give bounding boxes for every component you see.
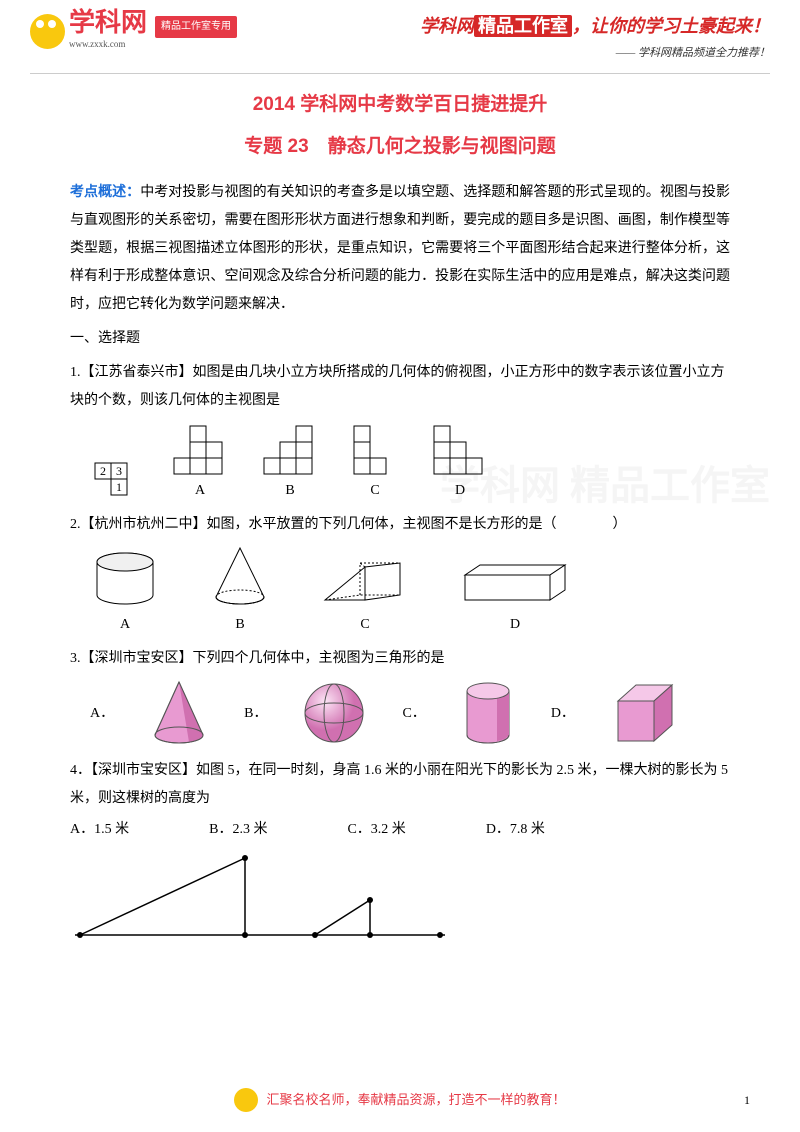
q1-opt-b-icon [260,421,320,476]
q2-label-c: C [360,612,369,637]
question-1: 1.【江苏省泰兴市】如图是由几块小立方块所搭成的几何体的俯视图，小正方形中的数字… [70,359,730,415]
q2-cylinder-icon [90,550,160,610]
q1-opt-d-icon [430,421,490,476]
page-header: 学科网 www.zxxk.com 精品工作室专用 学科网精品工作室，让你的学习土… [0,0,800,69]
promo-highlight: 精品工作室 [474,15,572,37]
q4-opt-a: A．1.5 米 [70,817,129,842]
footer-owl-icon [234,1088,258,1112]
q4-opt-d: D．7.8 米 [486,817,545,842]
q3-figures: A． B． C． D． [70,673,730,751]
q2-cuboid-icon [460,560,570,610]
q1-figures: 2 3 1 A B [70,415,730,505]
question-4: 4．【深圳市宝安区】如图 5，在同一时刻，身高 1.6 米的小丽在阳光下的影长为… [70,757,730,813]
logo-url: www.zxxk.com [69,36,147,52]
q1-label-a: A [195,478,205,503]
owl-icon [30,14,65,49]
footer: 汇聚名校名师，奉献精品资源，打造不一样的教育！ [0,1088,800,1112]
page-number: 1 [744,1090,750,1112]
title-line-2: 专题 23 静态几何之投影与视图问题 [70,130,730,164]
q3-sphere-icon [302,681,367,746]
q1-given-icon: 2 3 1 [90,453,140,503]
q3-label-d: D． [551,701,575,726]
q1-label-c: C [370,478,379,503]
svg-text:1: 1 [116,480,122,494]
q3-cube-icon [610,679,680,749]
svg-text:2: 2 [100,464,106,478]
logo-main: 学科网 [69,10,147,36]
q3-cone-icon [149,679,209,749]
badge: 精品工作室专用 [155,16,237,38]
q2-label-d: D [510,612,520,637]
q3-label-c: C． [402,701,425,726]
q2-cone-icon [210,545,270,610]
q4-opt-c: C．3.2 米 [347,817,405,842]
q2-label-b: B [235,612,244,637]
q1-opt-a-icon [170,421,230,476]
title-line-1: 2014 学科网中考数学百日捷进提升 [70,88,730,122]
q2-prism-icon [320,555,410,610]
question-2: 2.【杭州市杭州二中】如图，水平放置的下列几何体，主视图不是长方形的是（ ） [70,511,730,539]
q1-label-d: D [455,478,465,503]
question-3: 3.【深圳市宝安区】下列四个几何体中，主视图为三角形的是 [70,645,730,673]
kaodian-label: 考点概述： [70,185,140,200]
section-heading: 一、选择题 [70,325,730,353]
content: 2014 学科网中考数学百日捷进提升 专题 23 静态几何之投影与视图问题 考点… [0,88,800,945]
q3-label-a: A． [90,701,114,726]
logo-area: 学科网 www.zxxk.com 精品工作室专用 [30,10,237,64]
q2-label-a: A [120,612,130,637]
q3-label-b: B． [244,701,267,726]
promo-sub: —— 学科网精品频道全力推荐！ [420,44,770,64]
header-divider [30,73,770,74]
q3-cylinder-icon [461,679,516,749]
kaodian-text: 中考对投影与视图的有关知识的考查多是以填空题、选择题和解答题的形式呈现的。视图与… [70,185,730,312]
q1-label-b: B [285,478,294,503]
footer-text: 汇聚名校名师，奉献精品资源，打造不一样的教育！ [266,1088,565,1111]
kaodian-para: 考点概述：中考对投影与视图的有关知识的考查多是以填空题、选择题和解答题的形式呈现… [70,179,730,319]
q4-options: A．1.5 米 B．2.3 米 C．3.2 米 D．7.8 米 [70,817,730,842]
promo-pre: 学科网 [420,16,474,36]
q4-diagram-icon [70,850,450,945]
q1-opt-c-icon [350,421,400,476]
promo: 学科网精品工作室，让你的学习土豪起来！ —— 学科网精品频道全力推荐！ [420,10,770,64]
q4-opt-b: B．2.3 米 [209,817,267,842]
promo-post: ，让你的学习土豪起来！ [572,16,770,36]
svg-text:3: 3 [116,464,122,478]
q2-figures: A B C D [70,539,730,639]
